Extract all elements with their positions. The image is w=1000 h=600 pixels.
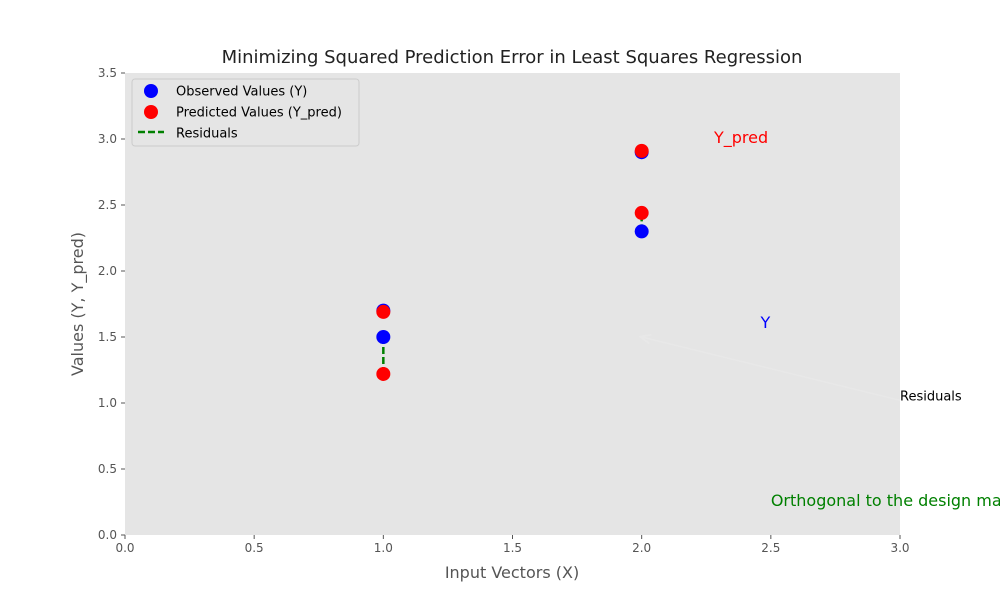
annotation-label: Orthogonal to the design matrix xyxy=(771,491,1000,510)
y-tick-label: 1.5 xyxy=(98,330,117,344)
legend: Observed Values (Y) Predicted Values (Y_… xyxy=(131,78,360,147)
x-axis-label: Input Vectors (X) xyxy=(445,563,579,582)
annotation-label: Y xyxy=(760,313,771,332)
y-tick-label: 2.0 xyxy=(98,264,117,278)
predicted-point xyxy=(376,304,391,319)
annotation-label: Y_pred xyxy=(713,128,768,148)
x-tick-label: 3.0 xyxy=(890,541,909,555)
x-tick-label: 0.5 xyxy=(245,541,264,555)
predicted-point xyxy=(634,143,649,158)
observed-point xyxy=(634,224,649,239)
legend-box xyxy=(131,78,360,147)
annotation-label: Residuals xyxy=(900,389,962,404)
y-axis-label: Values (Y, Y_pred) xyxy=(68,232,88,376)
y-tick-label: 0.5 xyxy=(98,462,117,476)
legend-label-predicted: Predicted Values (Y_pred) xyxy=(176,106,342,121)
x-tick-label: 1.0 xyxy=(374,541,393,555)
predicted-point xyxy=(376,366,391,381)
data-points xyxy=(376,143,649,381)
x-tick-label: 0.0 xyxy=(115,541,134,555)
y-tick-label: 3.5 xyxy=(98,66,117,80)
x-axis-ticks: 0.0 0.5 1.0 1.5 2.0 2.5 3.0 xyxy=(115,535,910,555)
legend-marker-observed xyxy=(144,84,158,98)
chart-title: Minimizing Squared Prediction Error in L… xyxy=(222,47,803,68)
legend-label-observed: Observed Values (Y) xyxy=(176,85,307,100)
y-tick-label: 2.5 xyxy=(98,198,117,212)
y-tick-label: 3.0 xyxy=(98,132,117,146)
y-tick-label: 1.0 xyxy=(98,396,117,410)
y-axis-ticks: 0.0 0.5 1.0 1.5 2.0 2.5 3.0 3.5 xyxy=(98,66,125,542)
predicted-point xyxy=(634,205,649,220)
x-tick-label: 2.0 xyxy=(632,541,651,555)
y-tick-label: 0.0 xyxy=(98,528,117,542)
legend-label-residuals: Residuals xyxy=(176,127,238,142)
annotations: Y_pred Y Residuals Orthogonal to the design… xyxy=(642,128,1000,510)
plot-area xyxy=(125,73,900,535)
residuals-arrow xyxy=(642,337,901,402)
x-tick-label: 2.5 xyxy=(761,541,780,555)
x-tick-label: 1.5 xyxy=(503,541,522,555)
legend-marker-predicted xyxy=(144,105,158,119)
observed-point xyxy=(376,330,391,344)
